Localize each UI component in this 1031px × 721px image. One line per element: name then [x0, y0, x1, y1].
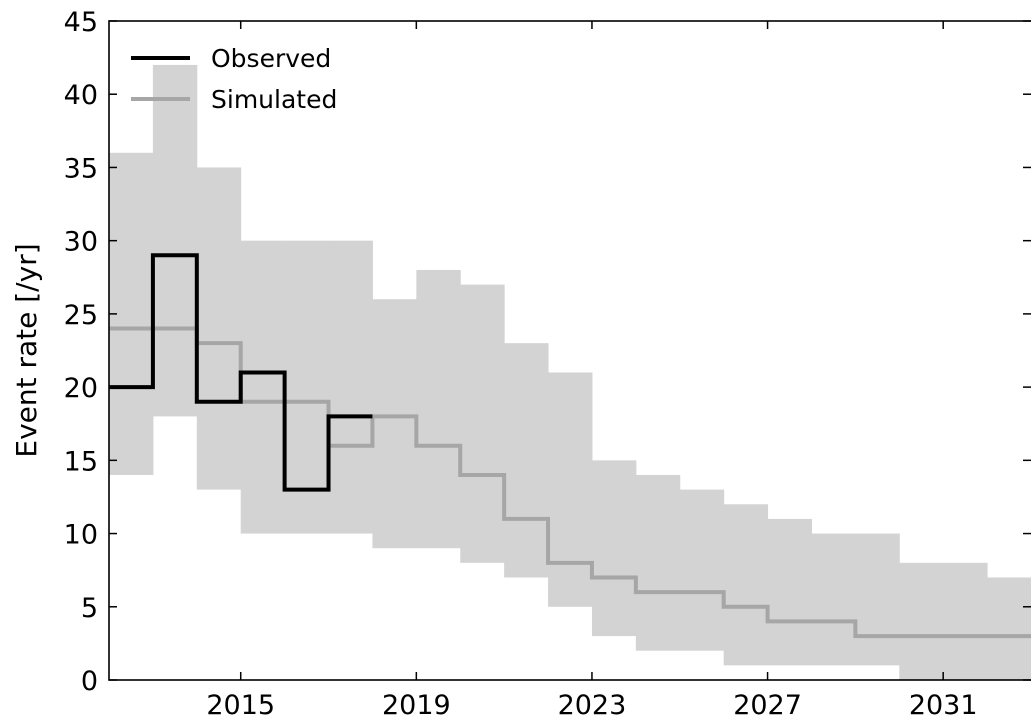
x-tick-label: 2019	[382, 690, 451, 721]
y-axis-label: Event rate [/yr]	[10, 243, 43, 457]
observed-series-line	[109, 253, 373, 492]
band-bin	[723, 504, 769, 666]
band-bin	[372, 299, 417, 549]
y-tick-label: 45	[64, 7, 98, 38]
x-tick-label: 2015	[206, 690, 275, 721]
band-bin	[460, 284, 505, 563]
y-tick-label: 40	[64, 80, 98, 111]
band-bin	[591, 460, 637, 637]
y-tick-label: 30	[64, 227, 98, 258]
band-bin	[811, 533, 856, 666]
x-tick-label: 2027	[733, 690, 802, 721]
band-bin	[767, 518, 812, 666]
band-bin	[987, 577, 1031, 680]
x-tick-label: 2031	[909, 690, 978, 721]
y-tick-labels: 0 5 10 15 20 25 30 35 40 45	[64, 7, 98, 697]
band-bin	[240, 240, 286, 534]
plot-frame	[108, 20, 1031, 681]
band-bin	[328, 240, 373, 534]
band-bin	[504, 343, 549, 578]
band-bin	[679, 489, 725, 651]
x-tick-labels: 2015 2019 2023 2027 2031	[206, 690, 977, 721]
band-bin	[855, 533, 900, 666]
band-bin	[196, 167, 242, 490]
band-bin	[943, 562, 988, 680]
legend-observed-label: Observed	[211, 44, 331, 73]
y-tick-label: 35	[64, 153, 98, 184]
y-tick-label: 25	[64, 300, 98, 331]
band-bin	[635, 474, 681, 651]
series-lines	[109, 253, 1031, 639]
band-bin	[548, 372, 593, 607]
band-bin	[416, 269, 461, 549]
band-bin	[284, 240, 330, 534]
band-bin	[899, 562, 944, 680]
legend-simulated-label: Simulated	[211, 85, 337, 114]
y-tick-label: 5	[81, 593, 98, 624]
x-tick-label: 2023	[558, 690, 627, 721]
simulated-series-line	[109, 326, 1031, 639]
y-tick-label: 15	[64, 446, 98, 477]
uncertainty-band	[109, 64, 1031, 680]
band-bin	[152, 64, 198, 417]
y-tick-label: 20	[64, 373, 98, 404]
y-tick-label: 0	[81, 666, 98, 697]
legend: Observed Simulated	[131, 44, 337, 114]
y-tick-label: 10	[64, 520, 98, 551]
axis-ticks	[109, 20, 1031, 681]
